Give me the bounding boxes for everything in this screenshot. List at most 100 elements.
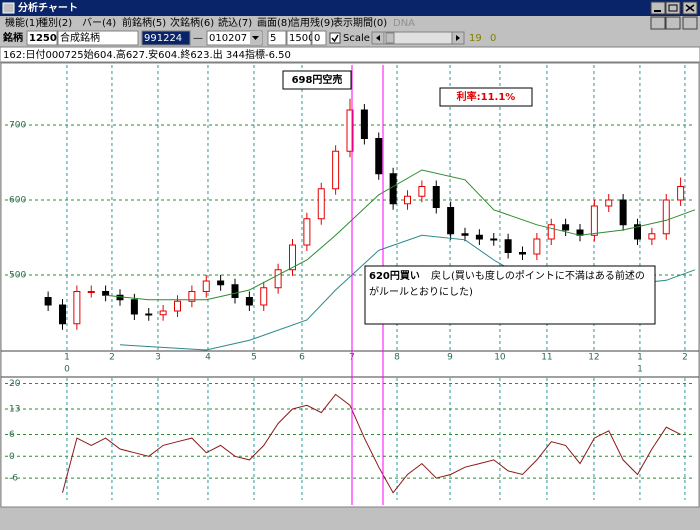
candle-body (677, 186, 685, 201)
candle-body (159, 310, 167, 316)
field: 0 (314, 33, 320, 44)
input[interactable] (311, 30, 327, 46)
status: 162:日付000725始604.高627.安604.終623.出 344指標-… (3, 48, 291, 61)
x-tick-label: 9 (447, 353, 453, 363)
icon (456, 35, 460, 41)
candle-body (533, 238, 541, 255)
x-tick-label: 12 (588, 353, 599, 363)
candle-body (231, 284, 239, 298)
menu-item[interactable]: 読込(7) (218, 16, 252, 29)
buy-note: がルールとおりにした) (369, 285, 473, 298)
to-combo[interactable] (206, 30, 263, 46)
candle-body (130, 299, 138, 315)
candle-body (662, 199, 670, 235)
icon (668, 4, 678, 12)
field: 5 (270, 33, 276, 44)
oscillator-line (62, 393, 681, 494)
from-input[interactable] (141, 30, 191, 46)
x-tick-label: 2 (682, 353, 688, 363)
input[interactable] (286, 30, 312, 46)
field: 1500 (289, 33, 314, 44)
maximize-button[interactable] (665, 1, 681, 15)
candle-body (59, 304, 66, 325)
menu-item[interactable]: 表示期間(0) (333, 16, 387, 29)
x-tick-label: 10 (494, 353, 506, 363)
icon (376, 35, 380, 41)
scroll-thumb[interactable] (385, 32, 395, 44)
candle-body (245, 297, 253, 306)
menu-item[interactable]: DNA (393, 18, 415, 29)
buy-note: 戻し(買いも度しのポイントに不満はある前述の (431, 269, 645, 282)
child-maximize[interactable] (665, 16, 681, 30)
counter: 0 (490, 33, 496, 44)
minimize-button[interactable] (650, 1, 666, 15)
year-label: 0 (64, 365, 70, 375)
candle-body (303, 218, 311, 246)
candle-body (145, 313, 153, 316)
candle-body (547, 224, 555, 240)
code: 1250 (29, 33, 57, 44)
candle-body (648, 233, 656, 240)
candle-body (634, 224, 641, 240)
icon (252, 36, 259, 40)
year-label: 1 (637, 365, 643, 375)
label: 銘柄 (3, 31, 23, 44)
annotations: 698円空売 利率:11.1% 620円買い 戻し(買いも度しのポイントに不満は… (282, 70, 656, 325)
candle-body (447, 207, 455, 235)
icon (331, 34, 339, 43)
menu-item[interactable]: 画面(8) (257, 18, 291, 29)
candle-body (605, 199, 613, 207)
candle-body (73, 291, 81, 325)
app-icon (2, 2, 15, 14)
code-input[interactable] (26, 30, 58, 46)
x-tick-label: 8 (394, 353, 400, 363)
window-title: 分析チャート (18, 1, 78, 14)
x-tick-label: 6 (299, 353, 305, 363)
counter: 19 (469, 33, 482, 44)
annotation-box (439, 87, 533, 107)
x-tick-label: 3 (155, 353, 161, 363)
x-tick-label: 1 (637, 353, 643, 363)
candle-body (360, 109, 368, 139)
candle-body (461, 233, 469, 236)
x-tick-label: 5 (251, 353, 257, 363)
menu-item[interactable]: 種別(2) (38, 16, 72, 29)
annotation-box (364, 265, 656, 325)
candle-body (274, 269, 282, 289)
toolbar: 銘柄 1250 合成銘柄 991224 — 010207 5 1500 0 Sc… (3, 30, 496, 46)
candle-body (389, 173, 397, 205)
name: 合成銘柄 (60, 31, 100, 44)
plots: 5006007001234567891011121201201360-6 (5, 65, 696, 500)
menu-item[interactable]: 次銘柄(6) (170, 16, 214, 29)
candle-body (375, 138, 383, 175)
candle-body (619, 199, 627, 226)
candle-body (562, 224, 570, 231)
menu-item[interactable]: バー(4) (82, 17, 116, 29)
scale-checkbox[interactable] (329, 32, 341, 44)
menu-item[interactable]: 信用残(9) (290, 16, 334, 29)
moving-average (105, 169, 696, 301)
menu-bar: 機能(1)種別(2) バー(4) 前銘柄(5) 次銘柄(6) 読込(7) 画面(8)信用残… (0, 16, 700, 30)
x-tick-label: 1 (64, 353, 70, 363)
candle-body (332, 150, 340, 190)
dash: — (193, 33, 203, 44)
candle-body (432, 186, 440, 208)
child-minimize[interactable] (650, 16, 666, 30)
buy-annotation: 620円買い (369, 270, 420, 282)
candle-body (217, 280, 225, 286)
from: 991224 (144, 33, 182, 44)
menu-item[interactable]: 機能(1) (5, 16, 39, 29)
candle-body (418, 186, 426, 197)
menu-item[interactable]: 前銘柄(5) (122, 16, 166, 29)
candle-body (87, 291, 95, 293)
candle-body (102, 291, 110, 296)
candle-body (174, 300, 181, 312)
child-close[interactable] (682, 16, 698, 30)
candle-body (404, 195, 411, 205)
name-input[interactable] (57, 30, 139, 46)
status-bar (0, 46, 700, 63)
candle-body (260, 287, 268, 306)
input[interactable] (267, 30, 287, 46)
rate-annotation: 利率:11.1% (457, 90, 516, 103)
